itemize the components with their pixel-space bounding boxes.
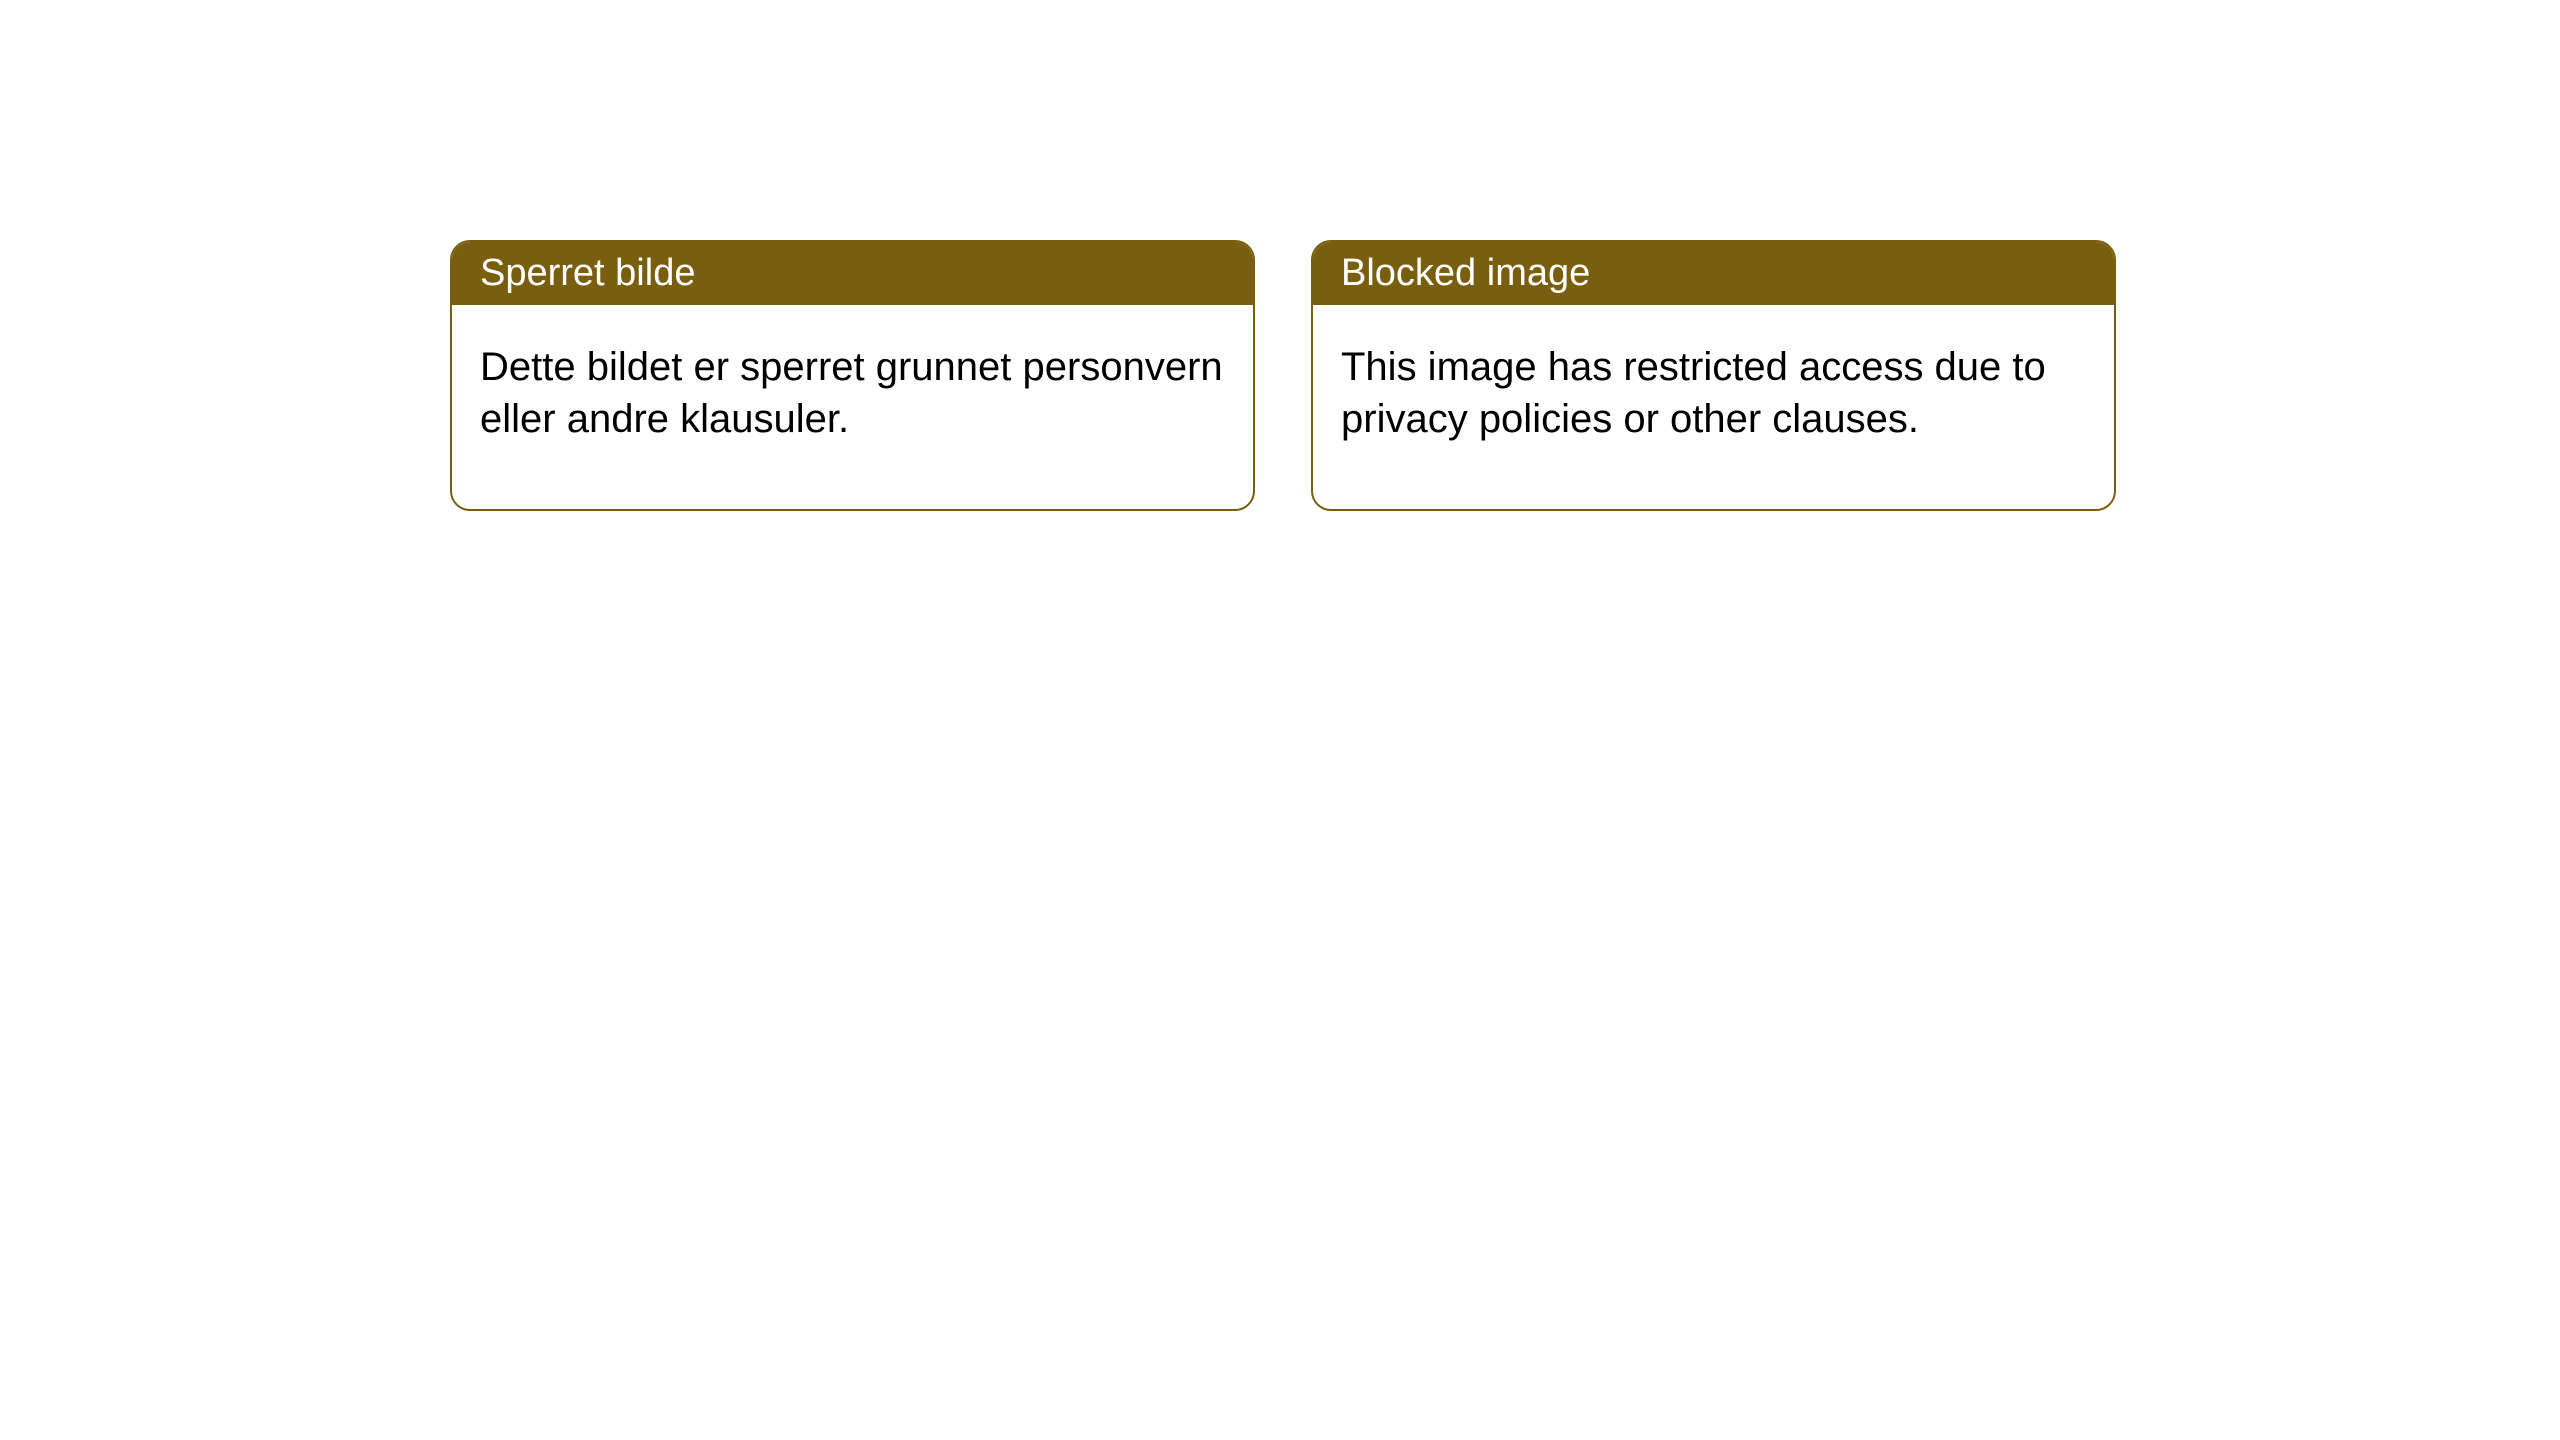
card-title-no: Sperret bilde: [480, 252, 695, 294]
card-title-en: Blocked image: [1341, 252, 1590, 294]
card-body-no: Dette bildet er sperret grunnet personve…: [452, 305, 1253, 509]
card-header-en: Blocked image: [1313, 242, 2114, 305]
blocked-image-card-no: Sperret bilde Dette bildet er sperret gr…: [450, 240, 1255, 511]
card-body-text-en: This image has restricted access due to …: [1341, 345, 2046, 441]
card-body-en: This image has restricted access due to …: [1313, 305, 2114, 509]
card-body-text-no: Dette bildet er sperret grunnet personve…: [480, 345, 1223, 441]
card-header-no: Sperret bilde: [452, 242, 1253, 305]
blocked-image-card-en: Blocked image This image has restricted …: [1311, 240, 2116, 511]
notice-cards-container: Sperret bilde Dette bildet er sperret gr…: [0, 0, 2560, 511]
